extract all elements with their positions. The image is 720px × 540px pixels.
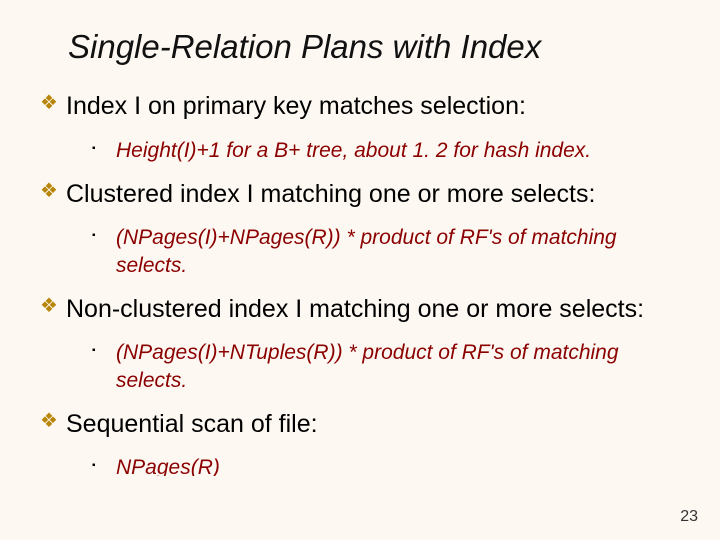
sub-list-item: ▪ Height(I)+1 for a B+ tree, about 1. 2 …	[92, 137, 680, 164]
sub-item-text: Height(I)+1 for a B+ tree, about 1. 2 fo…	[116, 137, 591, 164]
square-bullet-icon: ▪	[92, 137, 116, 161]
sub-list-item: ▪ (NPages(I)+NPages(R)) * product of RF'…	[92, 224, 680, 279]
diamond-bullet-icon: ❖	[40, 178, 66, 204]
sub-item-text: NPages(R)	[116, 454, 220, 476]
sub-list-item: ▪ NPages(R)	[92, 454, 680, 476]
list-item: ❖ Index I on primary key matches selecti…	[40, 90, 680, 123]
diamond-bullet-icon: ❖	[40, 293, 66, 319]
diamond-bullet-icon: ❖	[40, 408, 66, 434]
sub-item-text: (NPages(I)+NPages(R)) * product of RF's …	[116, 224, 680, 279]
sub-list-item: ▪ (NPages(I)+NTuples(R)) * product of RF…	[92, 339, 680, 394]
slide-title: Single-Relation Plans with Index	[68, 28, 680, 66]
square-bullet-icon: ▪	[92, 454, 116, 476]
list-item: ❖ Clustered index I matching one or more…	[40, 178, 680, 211]
page-number: 23	[680, 508, 698, 526]
sub-item-text: (NPages(I)+NTuples(R)) * product of RF's…	[116, 339, 680, 394]
item-text: Non-clustered index I matching one or mo…	[66, 293, 644, 326]
square-bullet-icon: ▪	[92, 339, 116, 363]
list-item: ❖ Non-clustered index I matching one or …	[40, 293, 680, 326]
square-bullet-icon: ▪	[92, 224, 116, 248]
item-text: Clustered index I matching one or more s…	[66, 178, 595, 211]
item-text: Sequential scan of file:	[66, 408, 318, 441]
slide: Single-Relation Plans with Index ❖ Index…	[0, 0, 720, 540]
list-item: ❖ Sequential scan of file:	[40, 408, 680, 441]
item-text: Index I on primary key matches selection…	[66, 90, 526, 123]
diamond-bullet-icon: ❖	[40, 90, 66, 116]
